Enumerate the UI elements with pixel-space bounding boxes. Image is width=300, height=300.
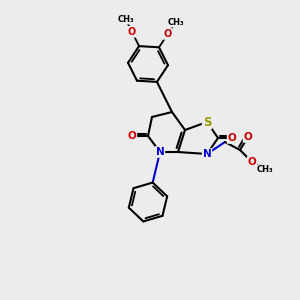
- Text: O: O: [244, 132, 252, 142]
- Text: S: S: [203, 116, 211, 128]
- Text: N: N: [202, 149, 211, 159]
- Text: O: O: [248, 157, 256, 167]
- Text: O: O: [128, 131, 136, 141]
- Text: N: N: [156, 147, 164, 157]
- Text: O: O: [128, 27, 136, 37]
- Text: O: O: [228, 133, 236, 143]
- Text: CH₃: CH₃: [167, 18, 184, 27]
- Text: CH₃: CH₃: [117, 15, 134, 24]
- Text: CH₃: CH₃: [257, 166, 273, 175]
- Text: O: O: [164, 29, 172, 39]
